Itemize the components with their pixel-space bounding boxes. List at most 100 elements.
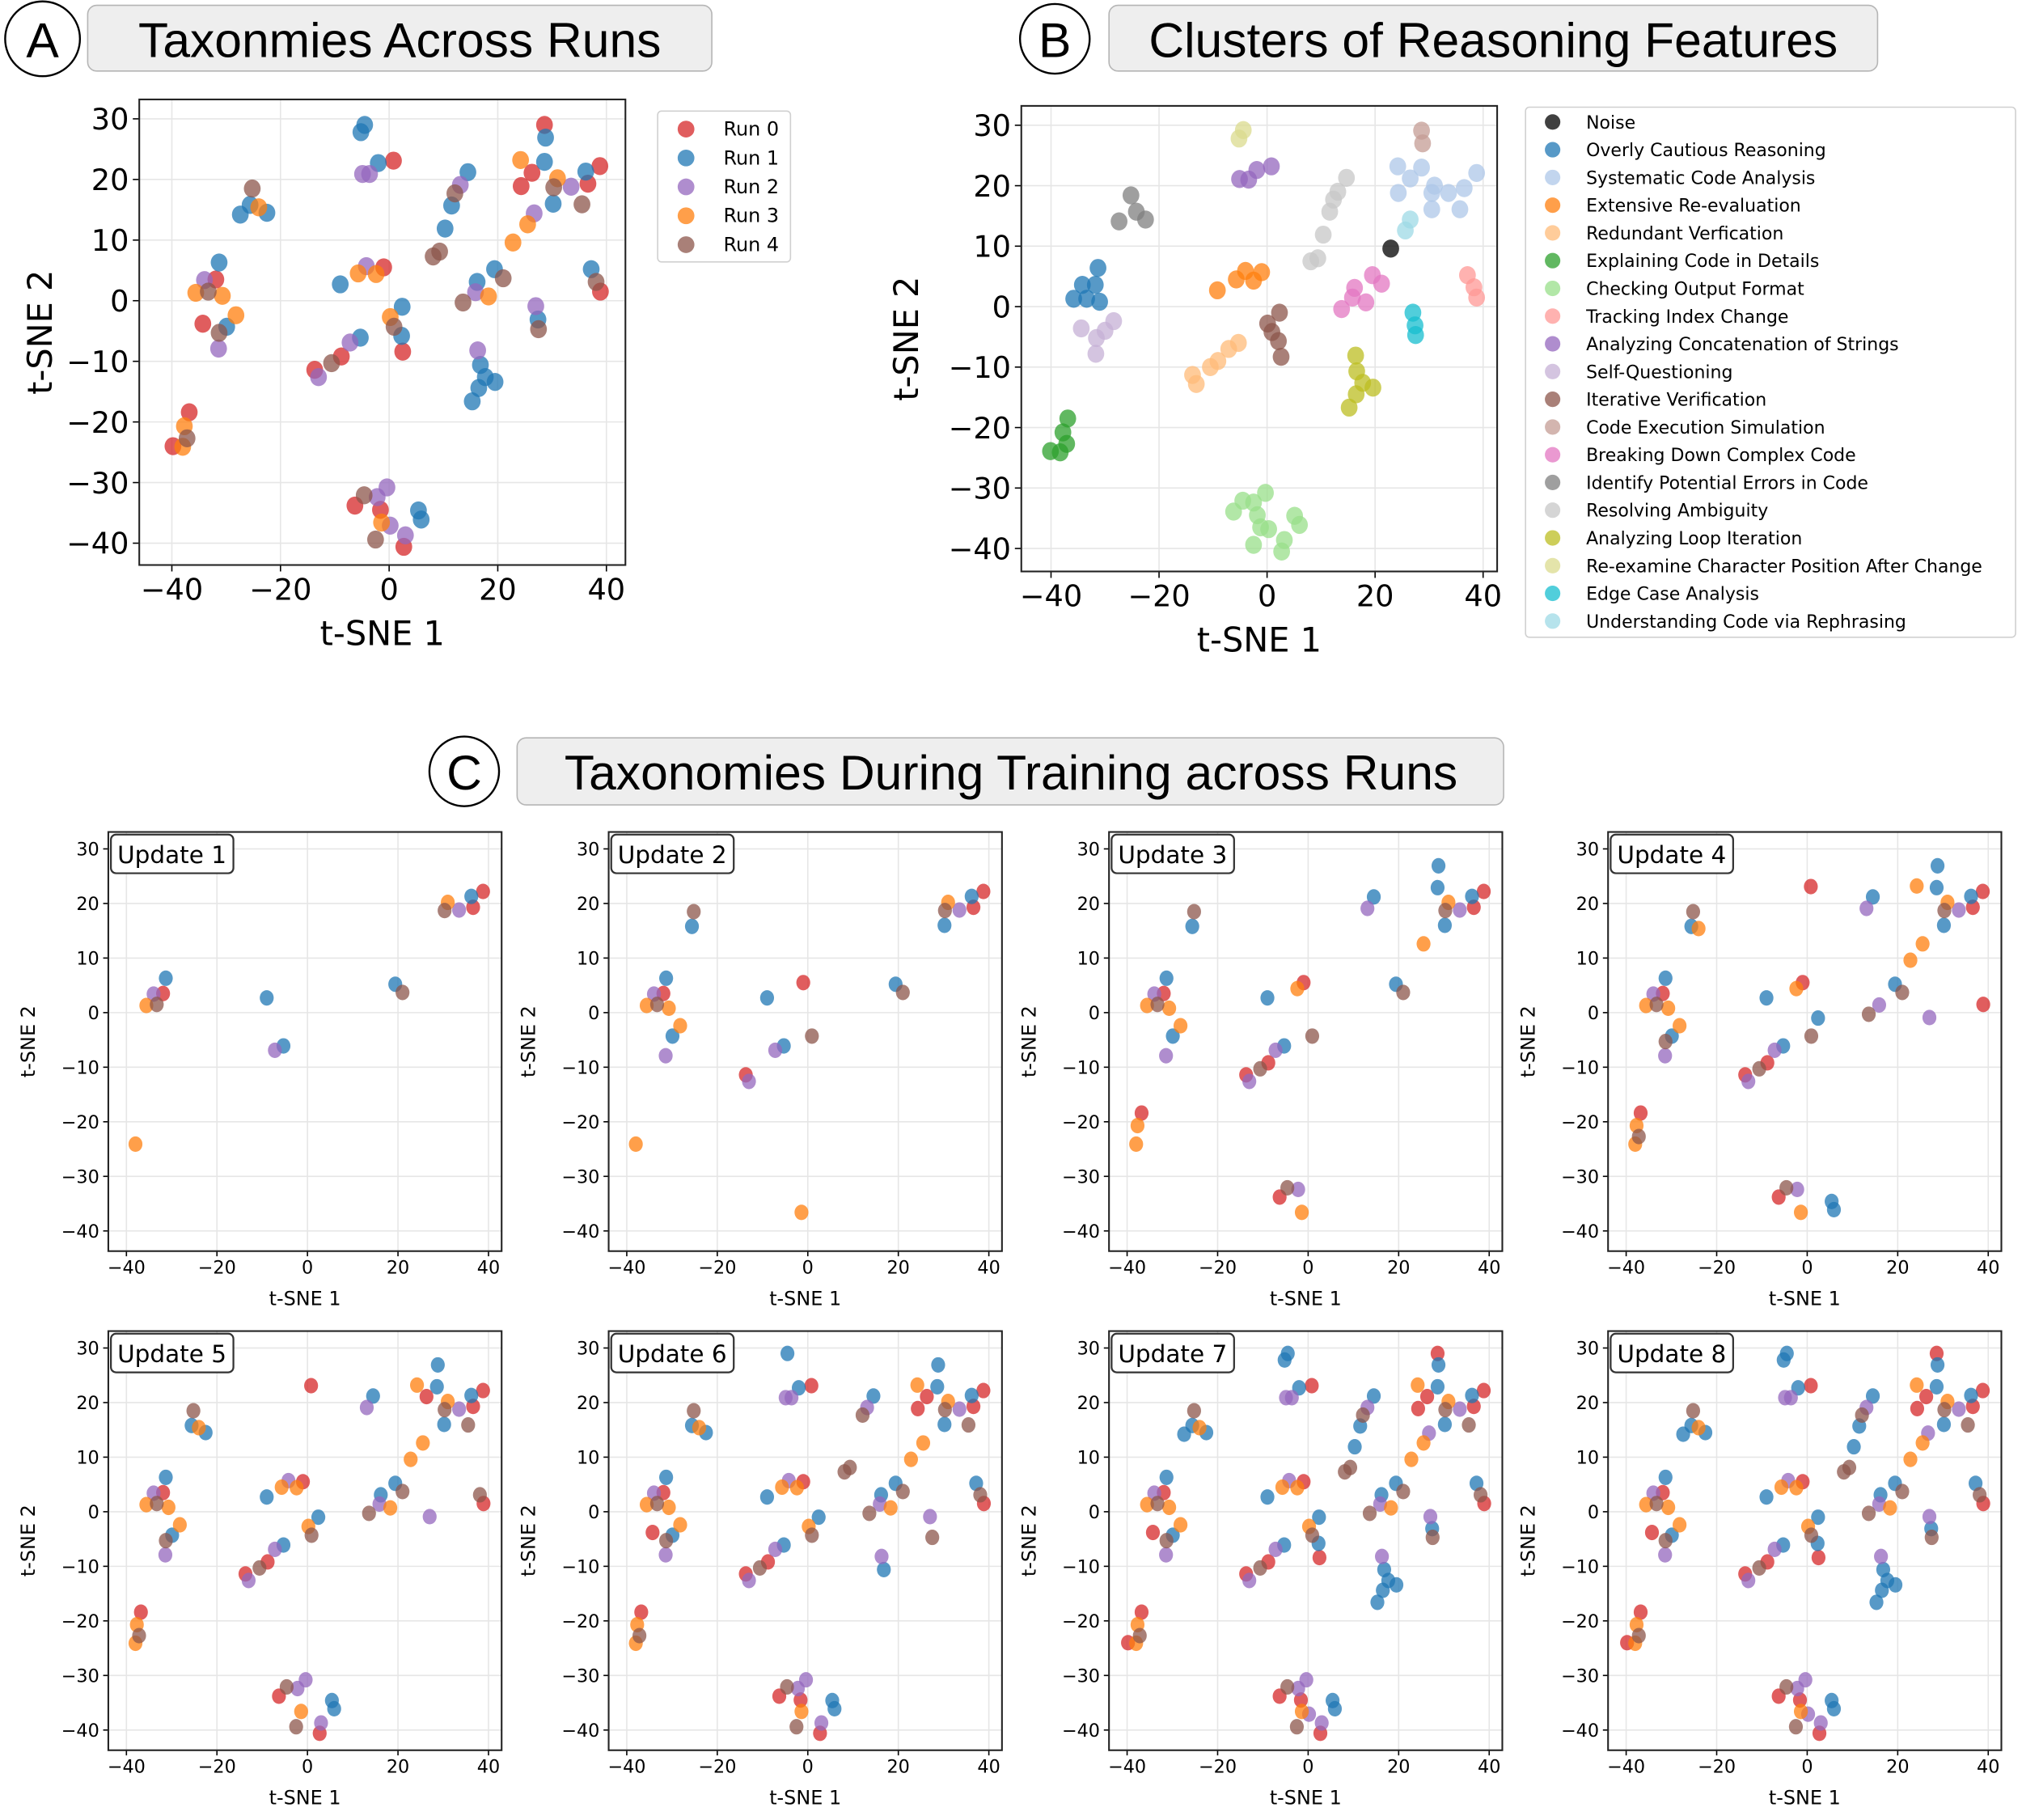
panel-a-header: A Taxonmies Across Runs bbox=[4, 0, 713, 78]
legend-label: Tracking Index Change bbox=[1585, 307, 1788, 328]
point-run-3 bbox=[1661, 1000, 1676, 1017]
legend-label: Checking Output Format bbox=[1586, 279, 1804, 299]
legend-label: Analyzing Loop Iteration bbox=[1586, 529, 1802, 549]
point-systematic-code-analysis bbox=[1423, 200, 1440, 218]
point-run-1 bbox=[1776, 1352, 1791, 1368]
panel-c-title: Taxonomies During Training across Runs bbox=[565, 745, 1457, 800]
point-run-2 bbox=[469, 341, 486, 360]
point-overly-cautious-reasoning bbox=[1073, 275, 1091, 294]
point-run-1 bbox=[1370, 1594, 1385, 1610]
point-analyzing-concatenation-of-strings bbox=[1248, 160, 1266, 180]
point-run-2 bbox=[314, 1715, 328, 1731]
x-tick-label: 40 bbox=[477, 1257, 500, 1278]
y-tick-label: −20 bbox=[61, 1611, 99, 1632]
point-run-2 bbox=[742, 1073, 756, 1090]
legend-item: Extensive Re-evaluation bbox=[1545, 197, 1801, 217]
point-run-0 bbox=[920, 1388, 934, 1405]
point-identify-potential-errors-in-code bbox=[1110, 212, 1127, 231]
legend-item: Overly Cautious Reasoning bbox=[1545, 141, 1826, 161]
point-run-1 bbox=[1277, 1352, 1292, 1368]
update-label-box bbox=[1610, 1332, 1734, 1373]
point-run-1 bbox=[1366, 889, 1381, 905]
point-run-1 bbox=[759, 990, 775, 1006]
point-run-3 bbox=[916, 1435, 931, 1451]
point-run-0 bbox=[1134, 1105, 1149, 1121]
point-run-0 bbox=[476, 1382, 490, 1399]
point-run-1 bbox=[1366, 1388, 1381, 1404]
point-run-4 bbox=[1425, 1530, 1440, 1546]
point-checking-output-format bbox=[1245, 535, 1263, 554]
x-tick-label: −20 bbox=[698, 1257, 736, 1278]
update-label-text: Update 4 bbox=[1617, 841, 1726, 869]
point-run-3 bbox=[1793, 1704, 1808, 1720]
point-self-questioning bbox=[1088, 328, 1105, 348]
point-run-1 bbox=[332, 275, 349, 294]
y-tick-label: −10 bbox=[561, 1057, 599, 1078]
point-run-4 bbox=[925, 1530, 940, 1546]
point-noise bbox=[1382, 239, 1399, 258]
point-run-3 bbox=[349, 264, 367, 283]
point-run-3 bbox=[1910, 1377, 1924, 1393]
point-run-4 bbox=[279, 1678, 294, 1695]
y-tick-label: 30 bbox=[1077, 1339, 1100, 1360]
point-run-1 bbox=[1437, 917, 1453, 933]
point-run-1 bbox=[1811, 1010, 1825, 1026]
point-run-1 bbox=[352, 123, 370, 142]
point-run-4 bbox=[438, 903, 452, 919]
point-systematic-code-analysis bbox=[1468, 163, 1486, 183]
y-tick-label: 30 bbox=[1576, 1339, 1599, 1360]
legend-label: Self-Questioning bbox=[1586, 362, 1732, 383]
point-run-1 bbox=[544, 194, 562, 213]
y-tick-label: 0 bbox=[88, 1003, 99, 1024]
x-tick-label: −20 bbox=[1127, 578, 1190, 613]
point-run-2 bbox=[422, 1509, 437, 1525]
point-run-1 bbox=[1865, 889, 1880, 905]
legend-item: Redundant Verfication bbox=[1545, 224, 1783, 244]
point-run-4 bbox=[132, 1627, 146, 1644]
point-run-4 bbox=[855, 1407, 870, 1424]
points bbox=[164, 116, 609, 557]
point-run-1 bbox=[1430, 1378, 1445, 1395]
legend-marker bbox=[1545, 392, 1561, 408]
point-run-3 bbox=[250, 198, 268, 217]
point-run-1 bbox=[159, 1469, 173, 1485]
point-run-2 bbox=[268, 1042, 282, 1058]
point-run-3 bbox=[910, 1377, 924, 1393]
point-run-4 bbox=[687, 1403, 701, 1419]
point-identify-potential-errors-in-code bbox=[1122, 186, 1140, 205]
update-label: Update 7 bbox=[1110, 1332, 1235, 1373]
point-run-4 bbox=[1631, 1627, 1646, 1644]
point-run-3 bbox=[1416, 936, 1431, 952]
x-tick-label: 20 bbox=[1387, 1257, 1410, 1278]
point-run-3 bbox=[172, 1517, 187, 1533]
point-run-1 bbox=[412, 510, 430, 529]
x-tick-label: −20 bbox=[1199, 1756, 1237, 1777]
point-run-2 bbox=[209, 339, 227, 358]
point-tracking-index-change bbox=[1468, 288, 1486, 307]
panel-c-subplot-update-7: −40 −20 0 20 40 −40 −30 −20 −10 0 10 20 30 t-SNE 1 t-S… bbox=[1017, 1330, 1504, 1809]
point-run-2 bbox=[1790, 1680, 1804, 1697]
panel-b-letter: B bbox=[1038, 12, 1071, 67]
x-tick-label: 0 bbox=[1302, 1756, 1313, 1777]
y-tick-label: 0 bbox=[110, 284, 129, 319]
x-tick-label: 0 bbox=[1801, 1756, 1813, 1777]
point-run-2 bbox=[310, 368, 328, 387]
point-run-4 bbox=[1343, 1459, 1358, 1475]
point-run-2 bbox=[452, 1401, 467, 1417]
point-run-3 bbox=[1915, 936, 1930, 952]
point-run-4 bbox=[895, 984, 910, 1001]
point-run-1 bbox=[1964, 1387, 1978, 1403]
point-run-1 bbox=[1846, 1439, 1861, 1455]
point-run-1 bbox=[1936, 917, 1952, 933]
x-tick-label: 20 bbox=[387, 1257, 409, 1278]
x-axis-label: t-SNE 1 bbox=[769, 1288, 841, 1310]
panel-a-letter-circle bbox=[4, 0, 82, 78]
update-label-text: Update 2 bbox=[618, 841, 727, 869]
point-run-1 bbox=[393, 298, 411, 316]
y-tick-label: −10 bbox=[1062, 1057, 1100, 1078]
point-run-3 bbox=[1774, 1479, 1789, 1496]
point-run-4 bbox=[659, 1533, 674, 1549]
point-run-4 bbox=[461, 1417, 476, 1433]
point-run-4 bbox=[1150, 997, 1165, 1013]
